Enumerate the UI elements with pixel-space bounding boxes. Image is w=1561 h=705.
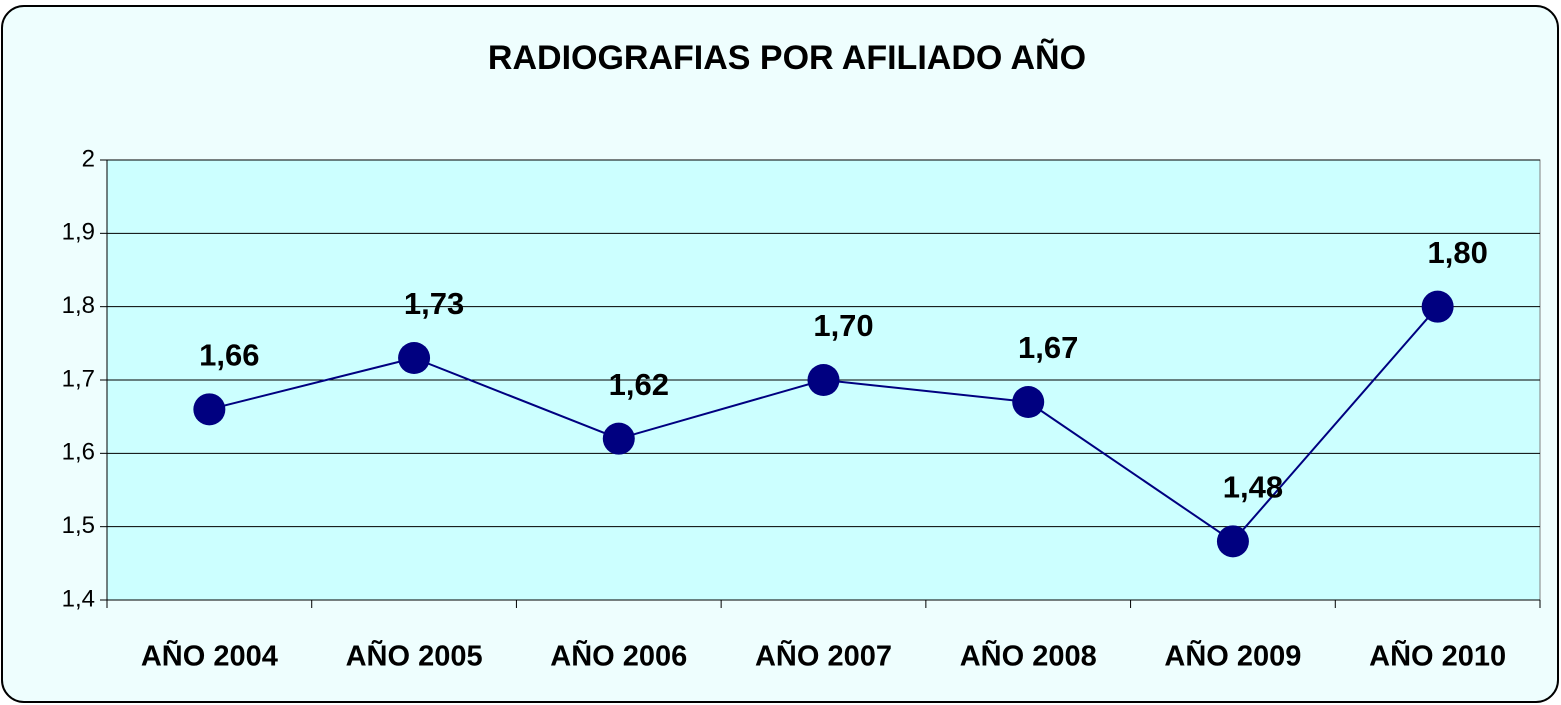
data-label: 1,62 (609, 367, 669, 402)
y-tick-label: 1,6 (62, 439, 95, 466)
data-label: 1,80 (1427, 235, 1487, 270)
x-tick-label: AÑO 2006 (550, 639, 687, 673)
data-label: 1,67 (1018, 330, 1078, 365)
y-tick-label: 1,5 (62, 512, 95, 539)
marker (807, 364, 840, 396)
data-label: 1,73 (404, 286, 464, 321)
marker (1216, 525, 1249, 558)
data-label: 1,66 (199, 338, 259, 373)
marker (602, 422, 635, 455)
y-tick-label: 1,9 (62, 219, 95, 246)
marker (1012, 386, 1045, 418)
x-tick-label: AÑO 2009 (1164, 639, 1301, 673)
x-tick-label: AÑO 2005 (346, 639, 483, 673)
chart-title: RADIOGRAFIAS POR AFILIADO AÑO (488, 39, 1086, 77)
y-tick-label: 1,7 (62, 365, 95, 392)
y-tick-label: 2 (82, 145, 95, 172)
x-tick-label: AÑO 2007 (755, 639, 892, 673)
data-label: 1,48 (1223, 470, 1283, 505)
y-tick-label: 1,8 (62, 292, 95, 319)
x-tick-label: AÑO 2004 (141, 639, 278, 673)
marker (193, 393, 226, 426)
x-tick-label: AÑO 2010 (1369, 639, 1506, 673)
data-label: 1,70 (813, 308, 873, 343)
y-tick-label: 1,4 (62, 585, 95, 612)
marker (1421, 290, 1454, 323)
x-tick-label: AÑO 2008 (960, 639, 1097, 673)
marker (398, 342, 431, 374)
